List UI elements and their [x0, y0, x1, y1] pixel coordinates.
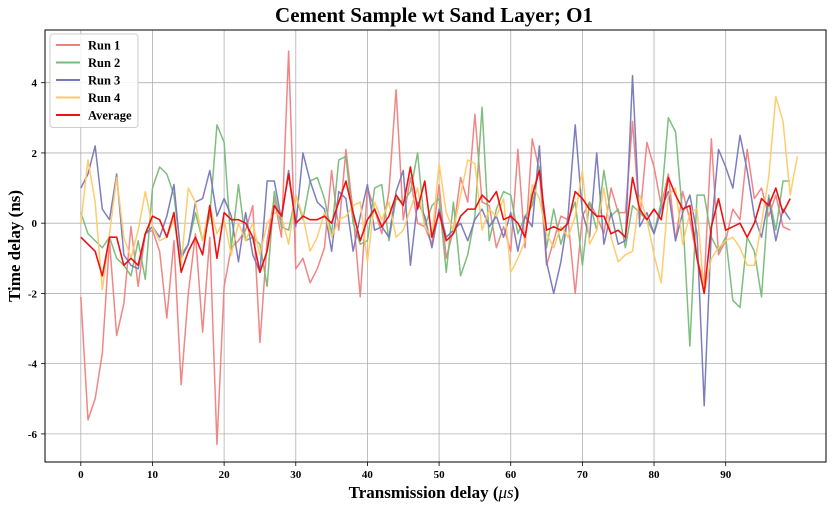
series-group [80, 50, 799, 446]
x-tick-label: 90 [720, 469, 732, 481]
x-axis-label: Transmission delay (μs) [349, 483, 520, 502]
y-tick-label: -4 [28, 359, 38, 371]
legend-label: Run 4 [88, 91, 121, 105]
x-axis-label-close: ) [514, 483, 520, 502]
y-ticks: -6 -4 -2 0 2 4 [28, 78, 45, 441]
series-line-run-4 [80, 95, 799, 295]
legend-box [49, 33, 139, 128]
legend-label: Run 3 [88, 74, 120, 88]
x-axis-label-unit: μs [498, 483, 515, 502]
legend-label: Run 2 [88, 56, 120, 70]
x-tick-label: 30 [290, 469, 302, 481]
x-tick-label: 0 [78, 469, 84, 481]
series-line-average [80, 166, 791, 295]
x-tick-label: 60 [505, 469, 517, 481]
x-tick-label: 80 [649, 469, 661, 481]
x-ticks: 0 10 20 30 40 50 60 70 80 90 [78, 462, 732, 481]
legend-label: Run 1 [88, 39, 120, 53]
plot-frame [44, 29, 827, 463]
y-axis-label: Time delay (ns) [5, 190, 24, 302]
y-tick-label: -2 [28, 288, 38, 300]
x-tick-label: 70 [577, 469, 589, 481]
y-tick-label: 4 [32, 78, 38, 90]
x-tick-label: 40 [362, 469, 374, 481]
legend: Run 1 Run 2 Run 3 Run 4 Average [49, 33, 139, 128]
chart-title: Cement Sample wt Sand Layer; O1 [275, 3, 593, 27]
x-tick-label: 50 [434, 469, 446, 481]
legend-label: Average [88, 109, 132, 123]
x-axis-label-main: Transmission delay ( [349, 483, 499, 502]
y-tick-label: 2 [32, 148, 38, 160]
series-line-run-1 [80, 50, 791, 446]
x-tick-label: 10 [147, 469, 159, 481]
series-line-run-3 [80, 74, 791, 407]
x-tick-label: 20 [219, 469, 231, 481]
y-tick-label: -6 [28, 429, 38, 441]
y-tick-label: 0 [32, 218, 38, 230]
